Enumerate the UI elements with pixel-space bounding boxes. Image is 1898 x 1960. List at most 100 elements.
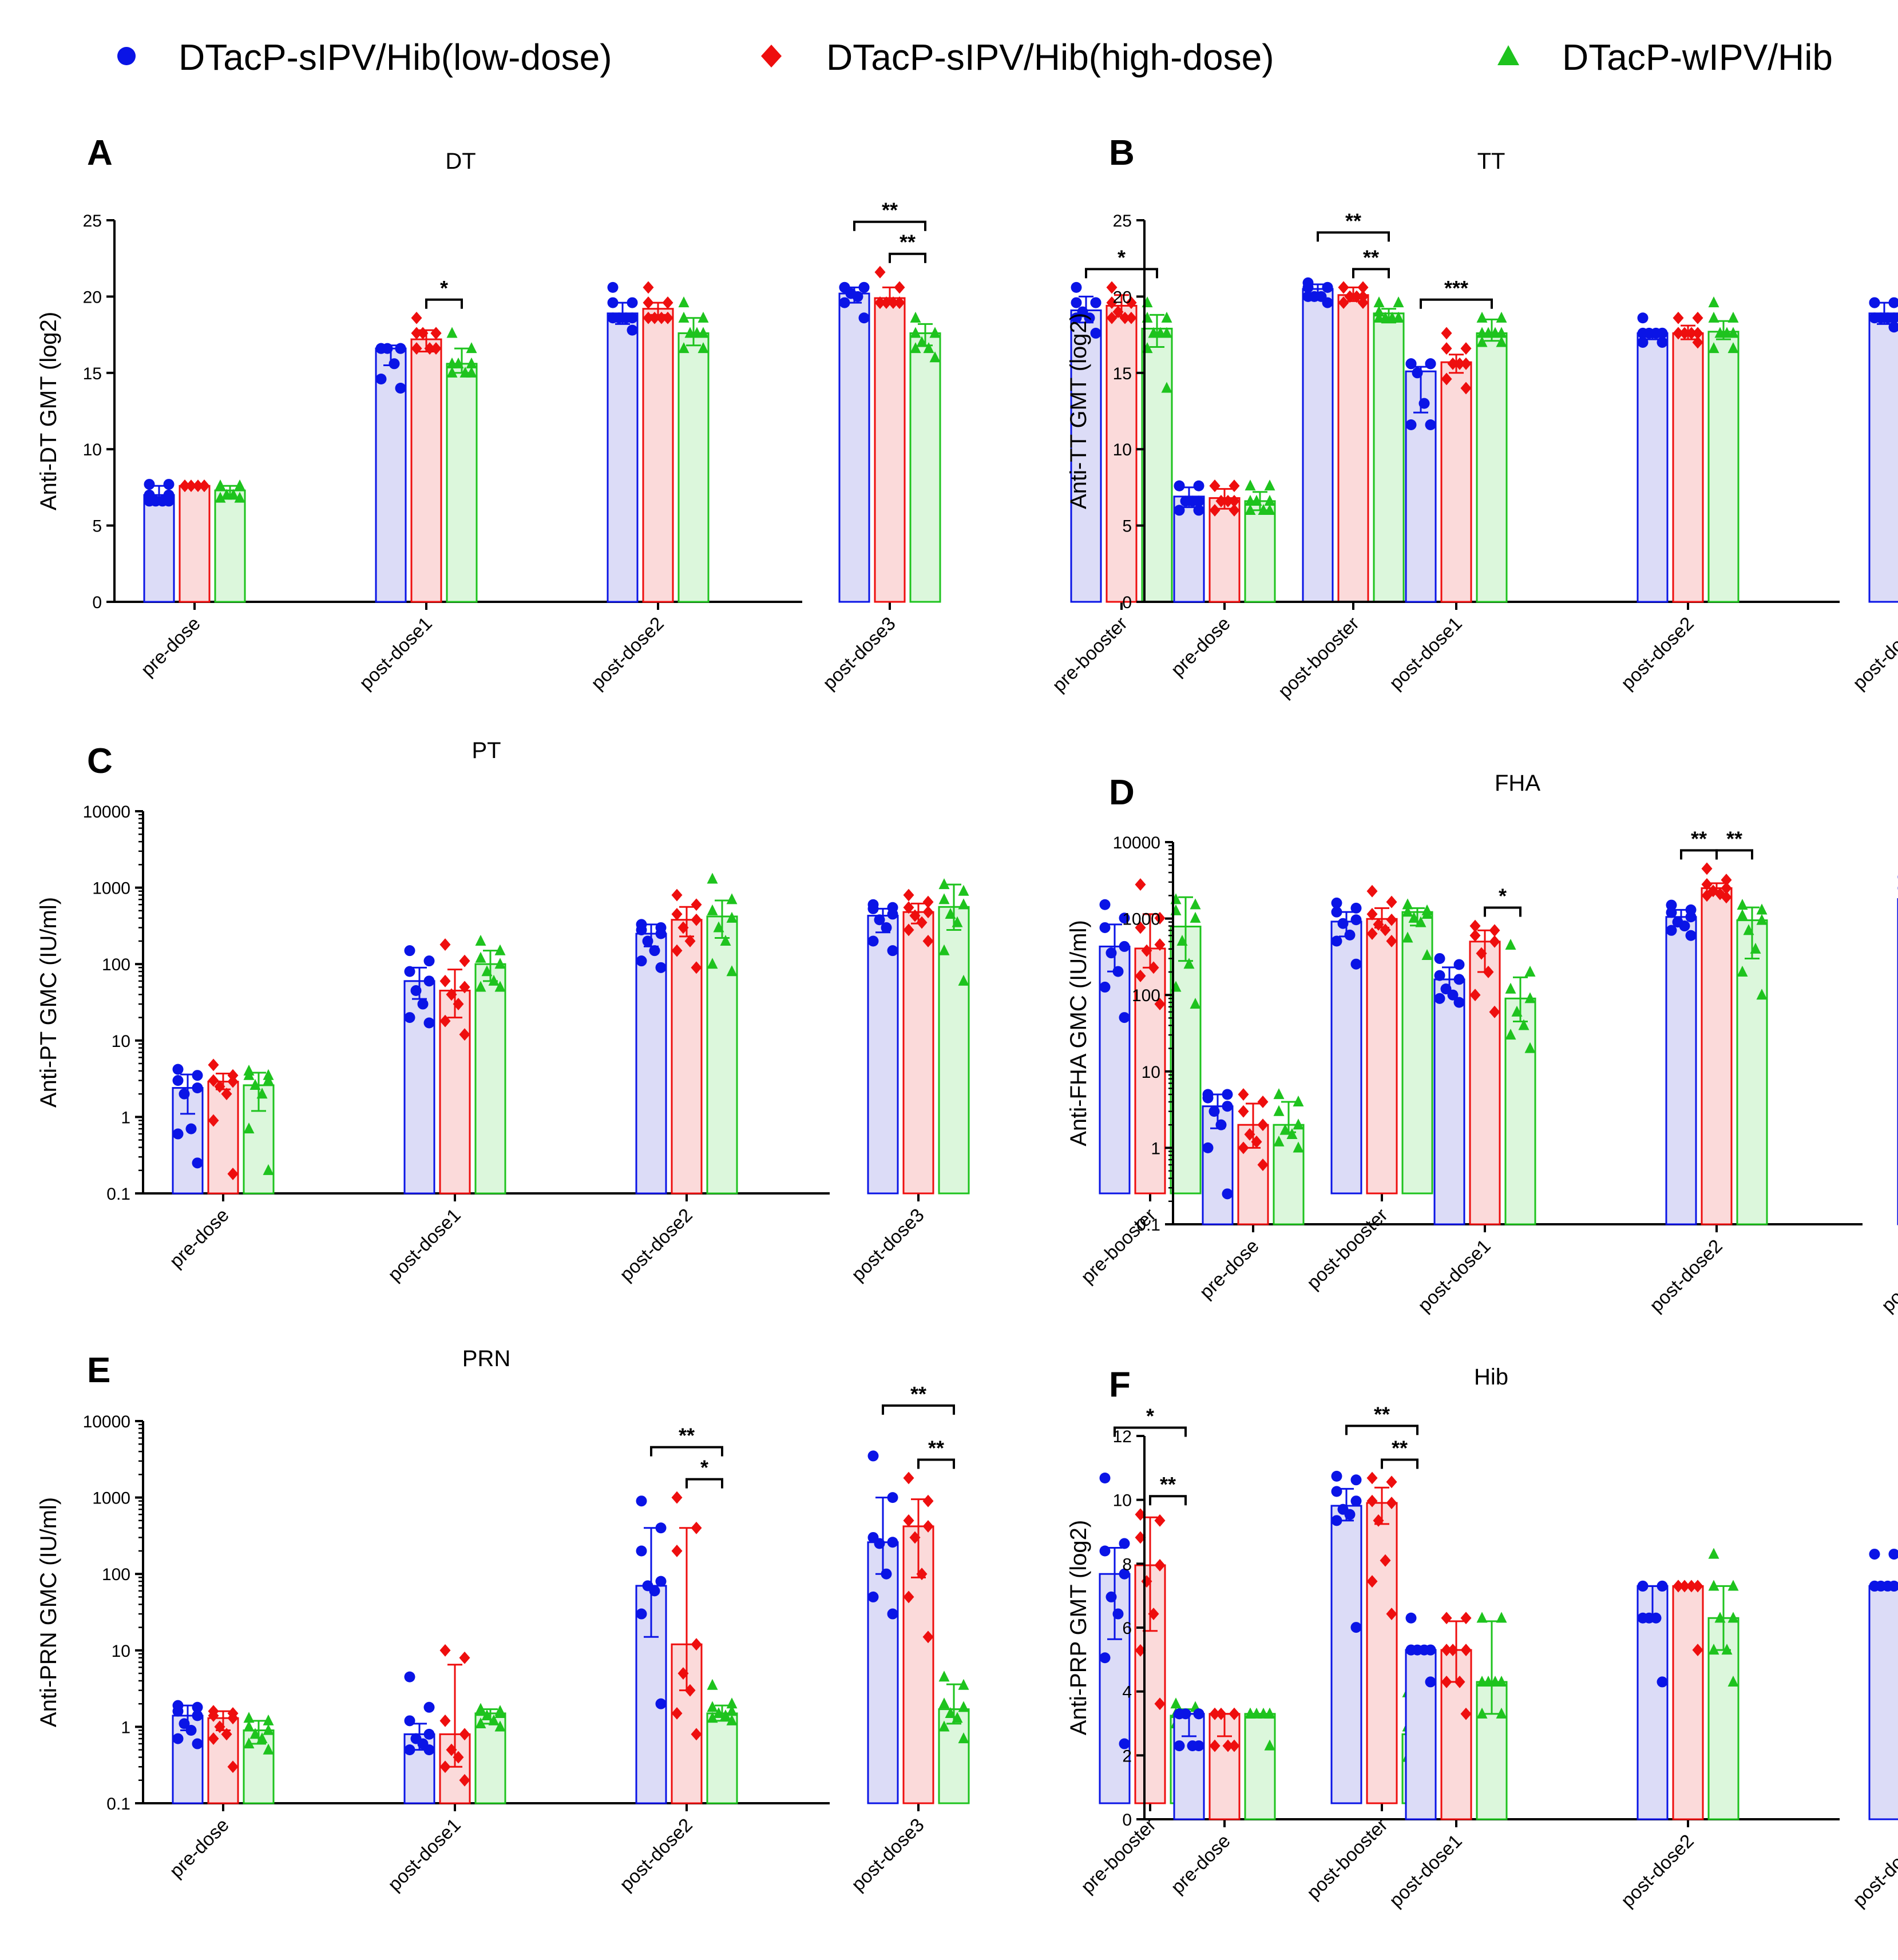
point-low-dose [1222,1188,1233,1200]
point-low-dose [1350,1495,1362,1507]
point-wipv [726,893,738,904]
point-low-dose [1425,1676,1436,1688]
point-high-dose [1386,935,1397,947]
point-wipv [945,1707,956,1718]
point-high-dose [1366,1575,1378,1588]
point-low-dose [1350,902,1362,914]
x-tick-label: pre-dose [1195,1235,1263,1303]
point-low-dose [417,998,429,1010]
point-high-dose [208,1732,219,1745]
point-wipv [1273,1088,1285,1100]
point-high-dose [903,1590,914,1604]
point-high-dose [227,1167,239,1180]
point-low-dose [649,945,660,957]
significance-bracket [1149,1495,1187,1506]
bar-low-dose [635,933,667,1195]
point-wipv [698,342,709,354]
point-low-dose [867,1450,879,1462]
point-wipv [707,904,718,915]
point-low-dose [382,343,393,354]
bar-high-dose [410,338,442,603]
point-high-dose [1441,342,1452,355]
point-low-dose [1405,1612,1417,1624]
point-high-dose [1135,921,1146,934]
point-high-dose [1135,1644,1146,1657]
point-high-dose [1673,1580,1684,1593]
point-low-dose [179,1718,190,1729]
significance-label: ** [900,231,916,254]
point-wipv [494,958,506,969]
bar-wipv [1244,1713,1276,1820]
point-high-dose [1154,1514,1166,1527]
point-low-dose [1434,970,1445,981]
point-wipv [1750,942,1761,954]
point-wipv [958,974,969,986]
point-high-dose [1251,1135,1262,1148]
point-low-dose [1637,1580,1649,1592]
significance-label: ** [1374,1402,1390,1426]
point-wipv [228,489,239,500]
significance-label: ** [679,1424,695,1447]
point-high-dose [439,1644,451,1657]
panel-letter: F [1109,1365,1131,1404]
x-tick-label: pre-dose [1167,613,1234,680]
point-wipv [1273,1105,1285,1116]
point-high-dose [909,1531,921,1544]
point-wipv [256,1088,268,1099]
significance-label: * [700,1456,708,1479]
point-wipv [446,366,458,378]
point-wipv [713,921,724,933]
point-low-dose [1685,930,1697,941]
legend-circle-marker [117,47,136,65]
point-wipv [1727,1580,1739,1591]
bar-low-dose [143,494,175,603]
point-low-dose [1202,1142,1214,1153]
point-wipv [1708,296,1719,308]
y-tick-label: 10 [1142,1063,1160,1082]
point-wipv [481,965,493,977]
point-high-dose [208,1074,219,1087]
point-high-dose [459,954,470,967]
panel-letter: B [1109,133,1135,173]
point-low-dose [1071,312,1082,324]
point-high-dose [1469,989,1481,1002]
point-wipv [1483,327,1494,338]
point-high-dose [922,1520,934,1533]
point-high-dose [1460,1612,1472,1625]
point-high-dose [1454,357,1465,370]
x-tick-label: post-dose3 [847,1814,928,1895]
point-low-dose [1174,505,1185,516]
x-tick-label: post-dose1 [383,1204,465,1285]
point-low-dose [1405,1644,1417,1656]
chart-title: PRN [462,1346,510,1371]
bar-high-dose [1134,947,1166,1195]
y-tick-label: 10000 [83,1413,130,1431]
point-high-dose [1441,1675,1452,1688]
point-high-dose [916,1568,928,1581]
bar-wipv [909,332,941,603]
point-high-dose [671,1707,683,1720]
point-high-dose [643,296,654,309]
significance-label: *** [1444,276,1468,300]
point-low-dose [1202,1092,1214,1104]
point-high-dose [208,1709,219,1722]
point-high-dose [903,923,914,937]
point-high-dose [881,296,892,309]
point-high-dose [417,327,429,340]
point-high-dose [1126,311,1137,324]
point-wipv [707,872,718,884]
bar-high-dose [1366,1502,1398,1804]
point-high-dose [1257,1118,1269,1132]
point-low-dose [192,1738,203,1749]
y-tick-label: 1000 [92,879,130,898]
point-low-dose [1119,941,1130,952]
point-high-dose [1209,1739,1221,1752]
bar-low-dose [1433,978,1465,1225]
point-low-dose [404,966,415,977]
point-high-dose [922,895,934,908]
chart-title: DT [445,149,476,174]
point-high-dose [1692,1644,1703,1657]
point-high-dose [1215,494,1227,507]
point-low-dose [1425,419,1436,431]
